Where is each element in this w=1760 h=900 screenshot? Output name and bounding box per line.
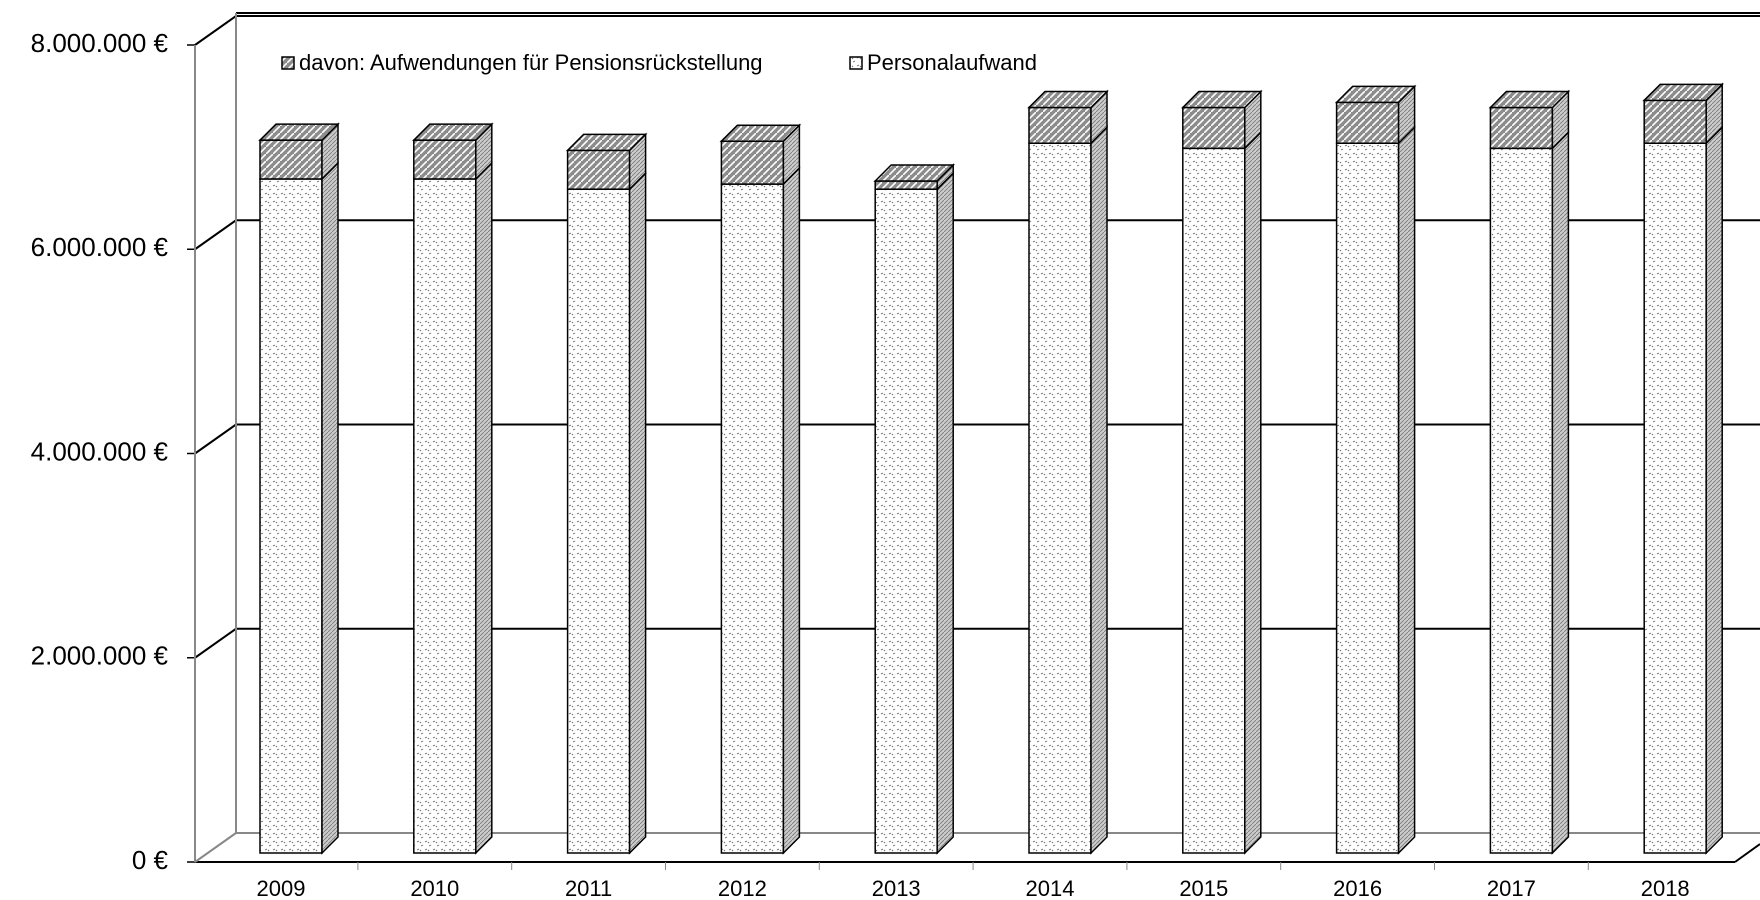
bar-side [1397, 125, 1416, 855]
bar-front [1028, 142, 1092, 854]
bar-segment [873, 163, 956, 191]
bar-segment [1489, 130, 1570, 855]
x-tick-label: 2017 [1487, 876, 1536, 900]
bar-top [1334, 85, 1417, 104]
bar-segment [1027, 89, 1109, 146]
x-tick-label: 2016 [1333, 876, 1382, 900]
x-tick-label: 2011 [565, 876, 612, 900]
y-tick-label: 2.000.000 € [31, 641, 169, 671]
bar-top [258, 123, 340, 141]
legend-swatch [849, 56, 863, 70]
bar-segment [413, 161, 493, 855]
bar-front [1643, 99, 1707, 144]
legend-label: Personalaufwand [867, 50, 1037, 75]
bar-segment [1028, 125, 1108, 855]
bar-front [1643, 142, 1707, 854]
bar-front [1335, 142, 1400, 854]
bar-front [1489, 106, 1554, 150]
bar-side [782, 166, 801, 855]
legend-swatch [281, 56, 295, 70]
bar-top [719, 124, 802, 142]
x-tick-label: 2014 [1026, 876, 1075, 900]
bar-front [1489, 147, 1554, 854]
bar-front [874, 188, 938, 854]
bar-top [873, 164, 956, 182]
y-tick-label: 4.000.000 € [31, 436, 169, 466]
bar-top [1180, 90, 1263, 109]
x-tick-label: 2013 [872, 876, 921, 900]
y-tick-label: 6.000.000 € [31, 232, 169, 262]
bar-front [1182, 147, 1246, 854]
bar-front [566, 188, 631, 854]
x-tick-label: 2015 [1179, 876, 1228, 900]
bar-side [936, 171, 954, 855]
x-tick-label: 2009 [257, 876, 306, 900]
x-tick-label: 2012 [718, 876, 767, 900]
bar-front [259, 178, 323, 854]
bar-segment [565, 132, 648, 191]
bar-front [413, 139, 477, 180]
bar-segment [1642, 82, 1725, 146]
bar-side [475, 161, 493, 855]
bar-side [1090, 125, 1108, 855]
bar-segment [411, 122, 494, 181]
grid-line [194, 15, 1760, 46]
bar-segment [259, 161, 339, 855]
bar-top [1488, 90, 1571, 109]
y-tick-label: 0 € [132, 845, 169, 875]
bar-side [628, 171, 647, 855]
x-tick-label: 2018 [1641, 876, 1690, 900]
bar-side [321, 161, 339, 855]
bar-front [1335, 101, 1400, 144]
bar-top [1642, 83, 1725, 102]
bar-segment [874, 171, 954, 855]
bar-front [874, 180, 938, 190]
bar-front [1028, 106, 1092, 144]
bar-segment [1488, 89, 1571, 151]
bar-segment [719, 123, 802, 186]
bar-segment [1180, 89, 1263, 151]
bar-segment [1643, 125, 1723, 855]
bar-front [720, 140, 785, 185]
bar-top [411, 123, 494, 141]
bar-side [1551, 130, 1570, 855]
bar-segment [1335, 125, 1416, 855]
bar-segment [258, 122, 340, 181]
bar-front [1182, 106, 1246, 150]
bar-side [1705, 125, 1723, 855]
bar-top [1027, 90, 1109, 109]
bar-front [259, 139, 323, 180]
bar-segment [1182, 130, 1262, 855]
bar-top [565, 133, 648, 152]
x-tick-label: 2010 [410, 876, 459, 900]
bar-segment [1334, 84, 1417, 146]
y-tick-label: 8.000.000 € [31, 28, 169, 58]
legend-label: davon: Aufwendungen für Pensionsrückstel… [299, 50, 763, 75]
bar-segment [720, 166, 801, 855]
bar-front [566, 149, 631, 190]
bar-segment [566, 171, 647, 855]
bar-front [413, 178, 477, 854]
bar-side [1244, 130, 1262, 855]
bar-front [720, 183, 785, 854]
